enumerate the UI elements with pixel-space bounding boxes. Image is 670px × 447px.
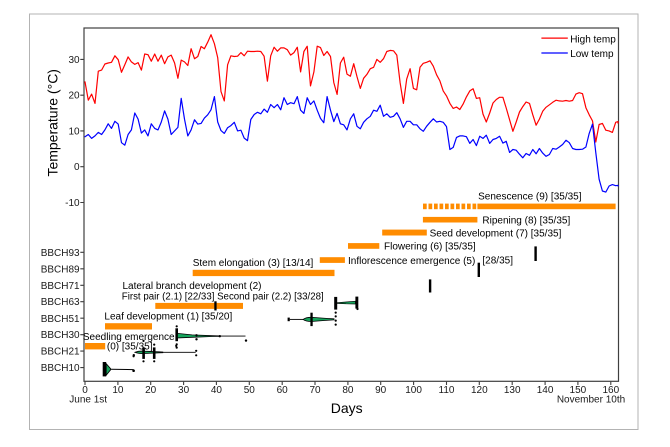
svg-text:140: 140	[537, 385, 554, 396]
svg-text:BBCH63: BBCH63	[41, 297, 80, 308]
svg-text:June 1st: June 1st	[69, 394, 107, 405]
svg-text:Ripening (8) [35/35]: Ripening (8) [35/35]	[482, 215, 570, 226]
svg-text:Lateral branch development (2): Lateral branch development (2)	[123, 281, 262, 292]
svg-text:Low temp: Low temp	[570, 49, 614, 60]
svg-text:(0) [35/35]: (0) [35/35]	[107, 341, 153, 352]
svg-text:Seedling emergence: Seedling emergence	[83, 332, 175, 343]
svg-text:BBCH30: BBCH30	[41, 330, 80, 341]
svg-text:Days: Days	[331, 400, 363, 416]
svg-text:Seed development (7) [35/35]: Seed development (7) [35/35]	[430, 228, 562, 239]
svg-text:Senescence (9) [35/35]: Senescence (9) [35/35]	[478, 192, 582, 203]
svg-text:40: 40	[211, 385, 223, 396]
svg-text:First pair (2.1) [22/33] Secon: First pair (2.1) [22/33] Second pair (2.…	[122, 292, 324, 303]
svg-text:0: 0	[82, 385, 88, 396]
svg-text:-10: -10	[65, 198, 80, 209]
svg-text:30: 30	[68, 55, 80, 66]
svg-text:BBCH89: BBCH89	[41, 264, 80, 275]
svg-text:Flowering (6) [35/35]: Flowering (6) [35/35]	[384, 242, 476, 253]
svg-text:[28/35]: [28/35]	[482, 256, 513, 267]
svg-text:120: 120	[471, 385, 488, 396]
svg-text:Temperature (°C): Temperature (°C)	[45, 69, 61, 177]
svg-text:Leaf development (1) [35/20]: Leaf development (1) [35/20]	[104, 312, 232, 323]
svg-text:BBCH93: BBCH93	[41, 248, 80, 259]
svg-text:60: 60	[277, 385, 289, 396]
svg-text:150: 150	[570, 385, 587, 396]
svg-text:BBCH51: BBCH51	[41, 314, 80, 325]
svg-text:November 10th: November 10th	[557, 395, 625, 406]
svg-text:30: 30	[178, 385, 190, 396]
svg-text:110: 110	[439, 385, 455, 396]
svg-text:BBCH71: BBCH71	[41, 281, 80, 292]
svg-text:130: 130	[504, 385, 521, 396]
svg-text:160: 160	[602, 385, 619, 396]
svg-text:Inflorescence emergence (5): Inflorescence emergence (5)	[348, 256, 475, 267]
svg-text:80: 80	[342, 385, 354, 396]
svg-text:Stem elongation (3) [13/14]: Stem elongation (3) [13/14]	[193, 258, 314, 269]
svg-text:100: 100	[405, 385, 422, 396]
svg-text:20: 20	[145, 385, 157, 396]
svg-text:50: 50	[244, 385, 256, 396]
svg-text:0: 0	[74, 162, 80, 173]
svg-text:BBCH10: BBCH10	[41, 363, 80, 374]
svg-text:High temp: High temp	[570, 34, 616, 45]
svg-text:20: 20	[68, 91, 80, 102]
svg-text:10: 10	[112, 385, 124, 396]
svg-text:10: 10	[68, 127, 80, 138]
svg-text:70: 70	[309, 385, 321, 396]
svg-text:90: 90	[375, 385, 387, 396]
svg-text:BBCH21: BBCH21	[41, 347, 80, 358]
